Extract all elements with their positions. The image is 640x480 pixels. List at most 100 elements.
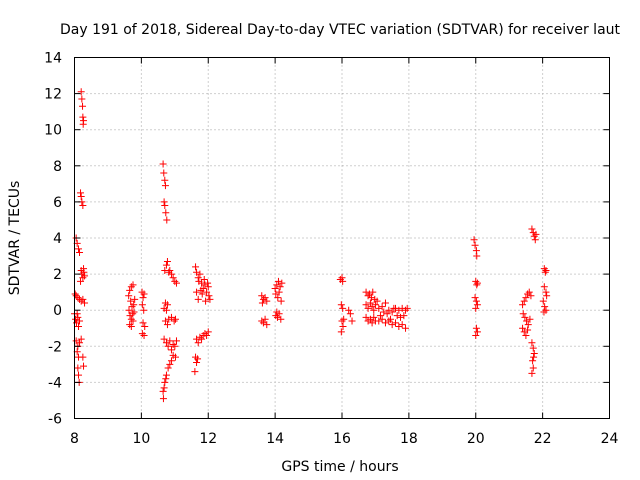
data-point (127, 283, 135, 291)
data-point (129, 317, 137, 325)
data-point (274, 294, 282, 302)
data-point (159, 387, 167, 395)
data-point (472, 304, 480, 312)
data-point (139, 294, 147, 302)
data-point (273, 281, 281, 289)
data-point (141, 322, 149, 330)
data-point (201, 330, 209, 338)
data-point (75, 245, 83, 253)
data-point (376, 312, 384, 320)
data-point (163, 301, 171, 309)
data-point (388, 308, 396, 316)
y-axis-label: SDTVAR / TECUs (7, 181, 23, 296)
data-point (258, 299, 266, 307)
x-tick-label: 14 (266, 431, 284, 447)
data-point (471, 241, 479, 249)
data-point (129, 310, 137, 318)
data-point (529, 357, 537, 365)
data-point (166, 266, 174, 274)
data-point (161, 176, 169, 184)
data-point (131, 295, 139, 303)
data-point (130, 301, 138, 309)
data-point (539, 297, 547, 305)
data-point (204, 279, 212, 287)
data-point (171, 315, 179, 323)
data-point (530, 353, 538, 361)
data-point (194, 295, 202, 303)
data-point (161, 202, 169, 210)
data-point (166, 337, 174, 345)
data-point (191, 368, 199, 376)
x-tick-label: 16 (333, 431, 351, 447)
data-point (75, 322, 83, 330)
data-point (76, 339, 84, 347)
x-tick-label: 24 (601, 431, 619, 447)
data-point (203, 331, 211, 339)
data-point (126, 321, 134, 329)
data-point (169, 274, 177, 282)
data-points (71, 88, 551, 403)
data-point (164, 342, 172, 350)
data-point (140, 331, 148, 339)
grid (74, 57, 610, 419)
data-point (524, 290, 532, 298)
data-point (520, 297, 528, 305)
data-point (273, 308, 281, 316)
data-point (74, 364, 82, 372)
data-point (529, 344, 537, 352)
data-point (519, 324, 527, 332)
data-point (258, 317, 266, 325)
data-point (76, 248, 84, 256)
data-point (383, 310, 391, 318)
y-tick-label: 8 (53, 159, 62, 175)
data-point (165, 268, 173, 276)
data-point (277, 315, 285, 323)
data-point (273, 313, 281, 321)
data-point (129, 281, 137, 289)
data-point (402, 324, 410, 332)
data-point (263, 297, 271, 305)
data-point (381, 319, 389, 327)
data-point (272, 290, 280, 298)
data-point (79, 120, 87, 128)
data-point (368, 303, 376, 311)
data-point (197, 286, 205, 294)
data-point (162, 209, 170, 217)
data-point (81, 272, 89, 280)
data-point (364, 304, 372, 312)
data-point (167, 357, 175, 365)
data-point (378, 303, 386, 311)
y-tick-label: 12 (44, 87, 62, 103)
data-point (79, 274, 87, 282)
y-tick-label: -2 (48, 339, 62, 355)
data-point (386, 315, 394, 323)
data-point (162, 261, 170, 269)
data-point (540, 283, 548, 291)
data-point (368, 319, 376, 327)
data-point (393, 312, 401, 320)
data-point (472, 331, 480, 339)
data-point (169, 351, 177, 359)
data-point (528, 339, 536, 347)
data-point (339, 277, 347, 285)
data-point (367, 294, 375, 302)
data-point (196, 270, 204, 278)
data-point (160, 335, 168, 343)
data-point (171, 277, 179, 285)
data-point (160, 384, 168, 392)
data-point (164, 364, 172, 372)
data-point (375, 317, 383, 325)
data-point (80, 265, 88, 273)
data-point (71, 290, 79, 298)
data-point (370, 306, 378, 314)
data-point (171, 342, 179, 350)
data-point (402, 306, 410, 314)
data-point (79, 202, 87, 210)
data-point (196, 333, 204, 341)
data-point (400, 312, 408, 320)
data-point (530, 232, 538, 240)
data-point (162, 371, 170, 379)
